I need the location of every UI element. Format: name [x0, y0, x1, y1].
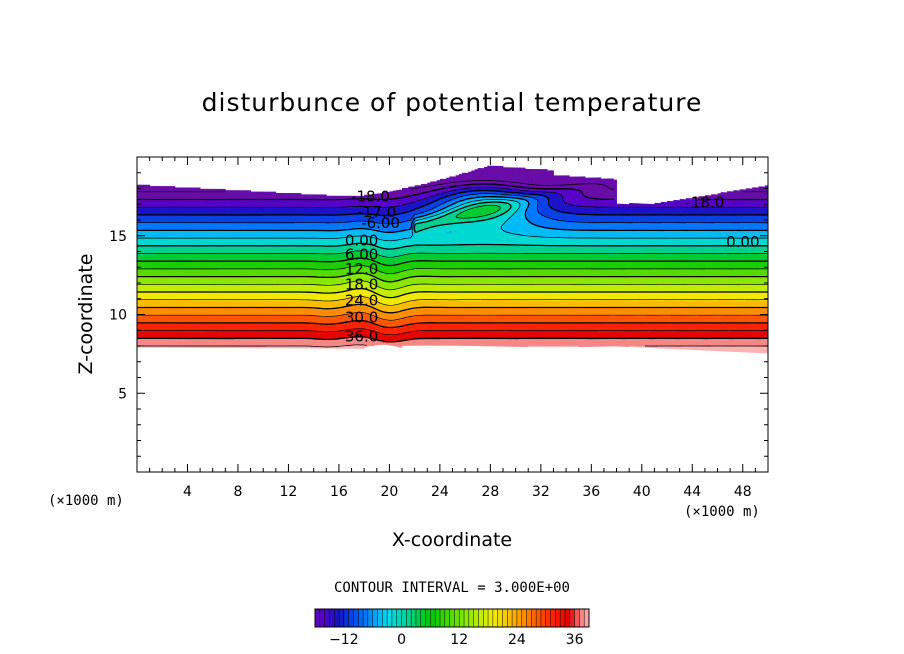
field-cell: [169, 186, 173, 188]
field-cell: [156, 186, 160, 188]
field-cell: [150, 186, 154, 188]
field-cell: [165, 186, 169, 188]
field-cell: [153, 186, 157, 188]
field-cell: [143, 185, 147, 187]
filled-contours: [137, 166, 768, 354]
field-cell: [140, 185, 144, 187]
field-cell: [172, 186, 176, 188]
field-cell: [146, 185, 150, 187]
field-cell: [162, 186, 166, 188]
field-cell: [159, 186, 163, 188]
chart-title: disturbunce of potential temperature: [202, 88, 703, 117]
field-cell: [137, 185, 141, 187]
contour-figure: disturbunce of potential temperature -18…: [0, 0, 904, 654]
